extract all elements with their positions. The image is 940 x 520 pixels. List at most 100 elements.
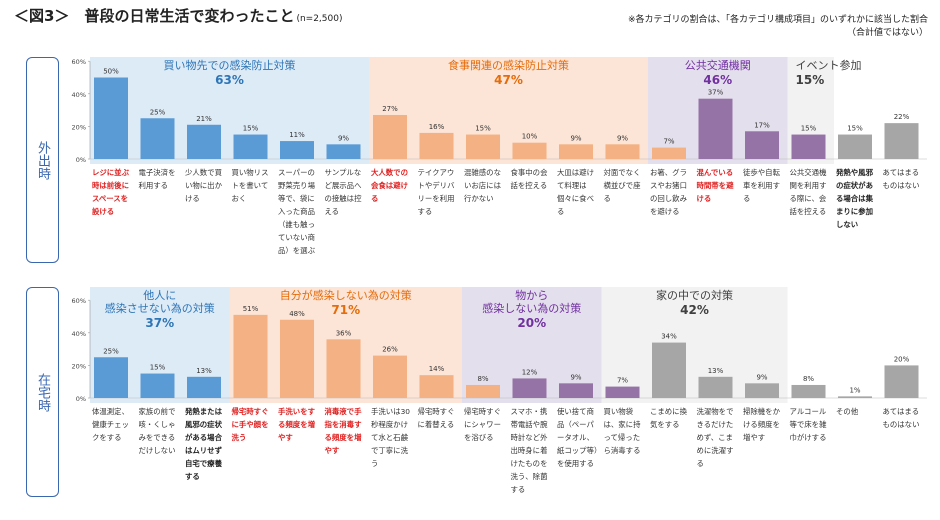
- bar: [466, 134, 500, 159]
- group-title: 物から感染しない為の対策: [482, 288, 581, 315]
- group-title: 公共交通機関: [685, 58, 751, 72]
- category-label: 家族の前で咳・くしゃみをできるだけしない: [138, 407, 176, 455]
- data-label: 10%: [522, 133, 538, 141]
- group-percent: 71%: [331, 303, 360, 317]
- data-label: 11%: [289, 131, 305, 139]
- y-tick-label: 20%: [72, 123, 86, 131]
- data-label: 25%: [103, 347, 119, 355]
- bar: [791, 384, 826, 398]
- group-percent: 37%: [145, 316, 174, 330]
- data-label: 9%: [756, 373, 767, 381]
- group-percent: 20%: [517, 316, 546, 330]
- category-label: 手洗いは30秒程度かけて水と石鹸で丁寧に洗う: [371, 407, 410, 468]
- bar: [512, 378, 547, 398]
- category-label: 混雑感のないお店には行かない: [464, 168, 501, 203]
- data-label: 27%: [382, 105, 398, 113]
- bar: [140, 118, 175, 159]
- bar: [698, 376, 733, 398]
- category-label: アルコール等で床を雑巾がけする: [789, 407, 827, 442]
- bar: [280, 319, 314, 398]
- data-label: 34%: [661, 333, 677, 341]
- group-percent: 63%: [215, 73, 244, 87]
- data-label: 9%: [570, 373, 581, 381]
- note-line-1: ※各カテゴリの割合は、「各カテゴリ構成項目」のいずれかに該当した割合: [627, 15, 928, 25]
- bar: [140, 373, 175, 398]
- category-label: テイクアウトやデリバリーを利用する: [417, 168, 455, 216]
- bar: [373, 355, 407, 398]
- data-label: 13%: [708, 367, 724, 375]
- bar: [419, 132, 454, 159]
- y-tick-label: 40%: [72, 91, 86, 99]
- category-label: 大皿は避けて料理は個々に食べる: [557, 168, 594, 216]
- data-label: 13%: [196, 367, 212, 375]
- data-label: 36%: [336, 329, 352, 337]
- group-percent: 46%: [703, 73, 732, 87]
- category-label: その他: [836, 407, 859, 416]
- data-label: 15%: [801, 125, 817, 133]
- group-title: 他人に感染させない為の対策: [105, 289, 215, 315]
- data-label: 12%: [522, 368, 538, 376]
- bar: [652, 147, 686, 159]
- title-text: ＜図3＞ 普段の日常生活で変わったこと: [14, 7, 295, 25]
- bar: [94, 357, 128, 398]
- bar: [233, 134, 268, 159]
- data-label: 15%: [150, 364, 166, 372]
- group-title: 自分が感染しない為の対策: [280, 288, 412, 302]
- bar: [884, 123, 919, 159]
- group-percent: 42%: [680, 303, 709, 317]
- category-label: 少人数で買い物に出かける: [185, 168, 222, 203]
- bar: [838, 134, 872, 159]
- group-percent: 47%: [494, 73, 523, 87]
- data-label: 7%: [663, 138, 674, 146]
- data-label: 8%: [477, 375, 488, 383]
- bar: [233, 314, 268, 398]
- category-label: 発熱または風邪の症状がある場合はムリせず自宅で療養する: [185, 407, 222, 481]
- section-label-outside: 外出時: [26, 57, 59, 263]
- group-title: 食事関連の感染防止対策: [448, 58, 569, 72]
- category-label: 洗濯物をできるだけためず、こまめに洗濯する: [696, 407, 734, 468]
- group-title: 買い物先での感染防止対策: [164, 58, 296, 72]
- section-label-home: 在宅時: [26, 287, 59, 497]
- data-label: 8%: [803, 375, 814, 383]
- group-background: [369, 57, 648, 164]
- data-label: 21%: [196, 115, 212, 123]
- bar: [280, 141, 314, 159]
- bar: [187, 376, 221, 398]
- category-label: 手洗いをする頻度を増やす: [278, 407, 315, 442]
- bar: [419, 375, 454, 398]
- category-label: 帰宅時すぐに手や顔を洗う: [231, 407, 269, 442]
- category-label: 電子決済を利用する: [138, 168, 176, 190]
- category-label: 帰宅時すぐに着替える: [417, 407, 455, 429]
- data-label: 9%: [338, 134, 349, 142]
- category-label: お箸、グラスやお猪口の回し飲みを避ける: [650, 168, 687, 216]
- bar: [605, 144, 640, 159]
- category-label: 公共交通機関を利用する際に、会話を控える: [789, 168, 827, 216]
- bar: [838, 396, 872, 398]
- data-label: 14%: [429, 365, 445, 373]
- category-label: スーパーの野菜売り場等で、袋に入った商品（誰も触っていない商品）を選ぶ: [278, 168, 315, 255]
- data-label: 48%: [289, 310, 305, 318]
- category-label: 徒歩や自転車を利用する: [743, 168, 780, 203]
- y-tick-label: 0%: [76, 156, 86, 164]
- category-label: 買い物リストを書いておく: [231, 168, 269, 203]
- category-label: 帰宅時すぐにシャワーを浴びる: [464, 407, 501, 442]
- category-label: 対面でなく横並びで座る: [603, 168, 641, 203]
- data-label: 50%: [103, 68, 119, 76]
- y-tick-label: 60%: [72, 297, 86, 305]
- group-percent: 15%: [796, 73, 825, 87]
- bar: [791, 134, 826, 159]
- bar: [187, 124, 221, 159]
- data-label: 25%: [150, 108, 166, 116]
- category-label: 大人数での会食は避ける: [371, 168, 408, 203]
- category-label: あてはまるものはない: [882, 168, 920, 190]
- bar: [605, 386, 640, 398]
- category-label: 買い物袋は、家に持って帰ったら消毒する: [603, 407, 641, 455]
- data-label: 1%: [849, 386, 860, 394]
- data-label: 9%: [570, 134, 581, 142]
- data-label: 15%: [475, 125, 491, 133]
- data-label: 37%: [708, 89, 724, 97]
- category-label: こまめに換気をする: [650, 407, 687, 429]
- bar: [698, 98, 733, 159]
